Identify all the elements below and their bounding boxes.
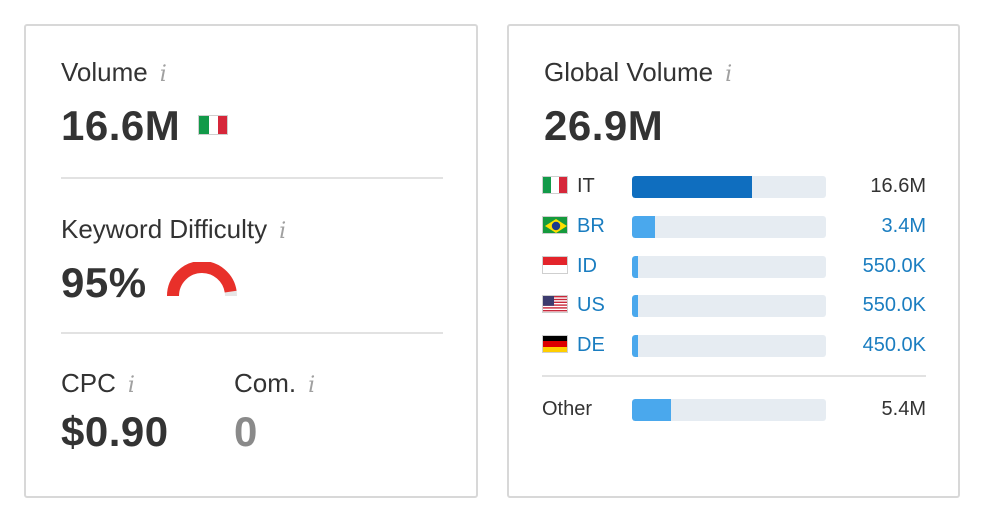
volume-info-icon[interactable]: i (159, 62, 167, 87)
volume-share-bar (632, 335, 826, 357)
global-volume-card: Global Volume i 26.9M IT 16.6M BR 3.4M ID (507, 24, 960, 498)
volume-share-bar (632, 399, 826, 421)
global-volume-label: Global Volume (544, 57, 714, 87)
cpc-info-icon[interactable]: i (127, 373, 135, 398)
cpc-label-group: CPC i (61, 368, 135, 399)
volume-share-fill (632, 295, 638, 317)
kd-value: 95% (61, 259, 147, 306)
country-code: IT (577, 175, 595, 197)
global-volume-value: 26.9M (544, 102, 664, 149)
com-label: Com. (234, 368, 297, 398)
brazil-flag-icon (542, 216, 568, 234)
country-code-link[interactable]: DE (577, 334, 605, 356)
volume-share-bar (632, 256, 826, 278)
com-value: 0 (234, 408, 258, 455)
country-row-other: Other 5.4M (542, 396, 926, 422)
divider (542, 375, 926, 377)
volume-share-bar (632, 176, 826, 198)
other-label: Other (542, 398, 593, 420)
com-info-icon[interactable]: i (308, 373, 316, 398)
country-volume: 16.6M (870, 175, 926, 197)
global-volume-label-group: Global Volume i (544, 57, 732, 88)
country-row-id[interactable]: ID 550.0K (542, 253, 926, 279)
country-code-link[interactable]: US (577, 294, 605, 316)
volume-share-bar (632, 216, 826, 238)
cpc-value: $0.90 (61, 408, 169, 455)
italy-flag-icon (198, 114, 229, 135)
country-volume-link[interactable]: 550.0K (862, 255, 926, 277)
volume-share-fill (632, 399, 671, 421)
volume-share-fill (632, 176, 753, 198)
country-row-de[interactable]: DE 450.0K (542, 332, 926, 358)
volume-share-fill (632, 335, 638, 357)
other-volume: 5.4M (881, 398, 926, 420)
com-label-group: Com. i (234, 368, 315, 399)
difficulty-gauge-icon (167, 262, 237, 297)
country-row-us[interactable]: US 550.0K (542, 292, 926, 318)
kd-label: Keyword Difficulty (61, 214, 268, 244)
kd-info-icon[interactable]: i (279, 219, 287, 244)
divider (61, 177, 443, 179)
difficulty-gauge-fill (167, 262, 237, 297)
country-row-it: IT 16.6M (542, 173, 926, 199)
country-volume-link[interactable]: 3.4M (881, 215, 926, 237)
volume-value: 16.6M (61, 102, 181, 149)
country-row-br[interactable]: BR 3.4M (542, 213, 926, 239)
country-volume-link[interactable]: 450.0K (862, 334, 926, 356)
country-code-link[interactable]: ID (577, 255, 597, 277)
country-volume-link[interactable]: 550.0K (862, 294, 926, 316)
global-volume-info-icon[interactable]: i (725, 62, 733, 87)
germany-flag-icon (542, 335, 568, 353)
kd-label-group: Keyword Difficulty i (61, 214, 286, 245)
volume-label: Volume (61, 57, 148, 87)
italy-flag-icon (542, 176, 568, 194)
cpc-label: CPC (61, 368, 116, 398)
volume-value-group: 16.6M (61, 102, 229, 150)
volume-label-group: Volume i (61, 57, 167, 88)
volume-share-fill (632, 216, 656, 238)
usa-flag-icon (542, 295, 568, 313)
volume-share-bar (632, 295, 826, 317)
keyword-overview-card: Volume i 16.6M Keyword Difficulty i 95% CP… (24, 24, 478, 498)
indonesia-flag-icon (542, 256, 568, 274)
volume-share-fill (632, 256, 638, 278)
divider (61, 332, 443, 334)
country-code-link[interactable]: BR (577, 215, 605, 237)
